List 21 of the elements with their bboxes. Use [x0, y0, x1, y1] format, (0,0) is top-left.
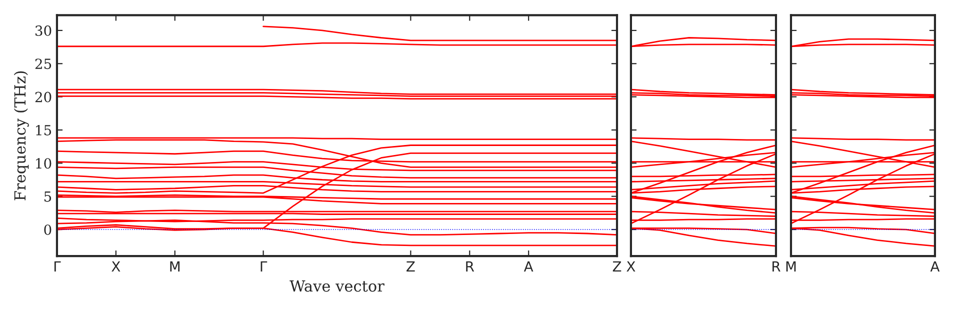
y-axis-title: Frequency (THz) [14, 71, 29, 200]
x-tick-label: X [626, 261, 636, 272]
x-axis-title: Wave vector [290, 280, 384, 292]
x-tick-label: R [772, 261, 780, 272]
y-tick-label: 0 [44, 224, 52, 235]
y-tick-label: 20 [35, 92, 52, 102]
x-tick-label: Γ [260, 261, 268, 272]
y-tick-label: 25 [35, 58, 52, 70]
x-tick-label: R [466, 261, 474, 272]
x-tick-label: X [112, 261, 120, 272]
y-tick-label: 30 [36, 25, 52, 36]
x-tick-label: A [930, 261, 940, 272]
x-tick-label: M [786, 261, 796, 272]
x-tick-label: Z [612, 261, 622, 272]
x-tick-label: A [524, 261, 534, 272]
x-tick-label: Γ [54, 261, 61, 272]
x-tick-label: Z [406, 261, 415, 272]
y-tick-label: 5 [44, 191, 52, 202]
y-tick-label: 10 [36, 158, 52, 169]
y-tick-label: 15 [36, 124, 52, 136]
x-tick-label: M [170, 261, 180, 272]
